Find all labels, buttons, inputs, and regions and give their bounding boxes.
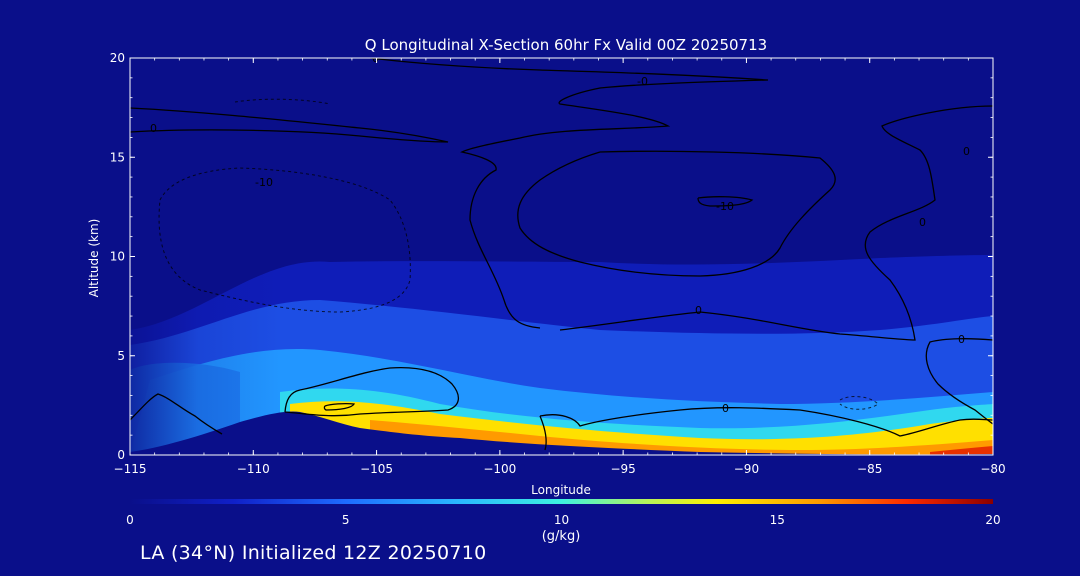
contour-line <box>130 107 449 143</box>
moisture-layer-red <box>930 446 993 455</box>
contour-line <box>539 407 993 437</box>
colorbar-tick-label: 5 <box>342 513 350 527</box>
colorbar-ticks: 0 5 10 15 20 <box>126 513 1000 527</box>
contour-line <box>559 105 993 341</box>
x-tick-label: −90 <box>734 462 759 476</box>
contour-label: -10 <box>255 176 273 189</box>
contour-line-dashed <box>234 98 331 105</box>
x-tick-label: −80 <box>980 462 1005 476</box>
chart-title: Q Longitudinal X-Section 60hr Fx Valid 0… <box>365 36 767 54</box>
x-axis-label: Longitude <box>531 483 591 497</box>
x-tick-label: −95 <box>610 462 635 476</box>
x-tick-label: −100 <box>483 462 516 476</box>
contour-label: -10 <box>716 200 734 213</box>
y-axis-label: Altitude (km) <box>87 219 101 298</box>
x-tick-label: −110 <box>237 462 270 476</box>
y-axis: 0 5 10 15 20 <box>110 51 993 462</box>
colorbar-tick-label: 15 <box>770 513 785 527</box>
contour-label: 0 <box>919 216 926 229</box>
contour-label: 0 <box>695 304 702 317</box>
x-tick-label: −105 <box>360 462 393 476</box>
contour-line-dashed <box>158 167 411 313</box>
contour-label: 0 <box>150 122 157 135</box>
contour-line <box>925 338 993 425</box>
x-axis: −115 −110 −105 −100 −95 −90 −85 −80 <box>114 58 1006 476</box>
terrain <box>130 411 993 455</box>
contour-line <box>284 366 459 417</box>
y-tick-label: 10 <box>110 250 125 264</box>
x-tick-label: −115 <box>114 462 147 476</box>
initialization-footer: LA (34°N) Initialized 12Z 20250710 <box>140 542 487 564</box>
contour-line <box>697 196 754 207</box>
y-tick-label: 5 <box>117 349 125 363</box>
colorbar-label: (g/kg) <box>542 529 581 544</box>
contour-line <box>539 415 547 451</box>
contour-label: 0 <box>963 145 970 158</box>
contour-line <box>130 393 223 435</box>
contour-line <box>369 58 769 329</box>
y-tick-label: 20 <box>110 51 125 65</box>
contour-label: 0 <box>958 333 965 346</box>
plot-area: 0 0 -0 0 -10 -10 0 0 0 0 <box>130 52 993 455</box>
contour-line <box>517 150 836 277</box>
contour-label: 0 <box>722 402 729 415</box>
colorbar-tick-label: 0 <box>126 513 134 527</box>
y-tick-label: 0 <box>117 448 125 462</box>
y-tick-label: 15 <box>110 150 125 164</box>
colorbar-tick-label: 10 <box>554 513 569 527</box>
contour-label: -0 <box>637 75 648 88</box>
contour-line-dashed <box>839 396 879 410</box>
contour-label: 0 <box>372 52 379 65</box>
x-tick-label: −85 <box>857 462 882 476</box>
colorbar <box>130 499 993 504</box>
contour-labels: 0 0 -0 0 -10 -10 0 0 0 0 <box>150 52 970 415</box>
dashed-contours <box>158 98 879 410</box>
colorbar-tick-label: 20 <box>985 513 1000 527</box>
contours <box>130 58 993 451</box>
contour-line <box>323 402 356 411</box>
